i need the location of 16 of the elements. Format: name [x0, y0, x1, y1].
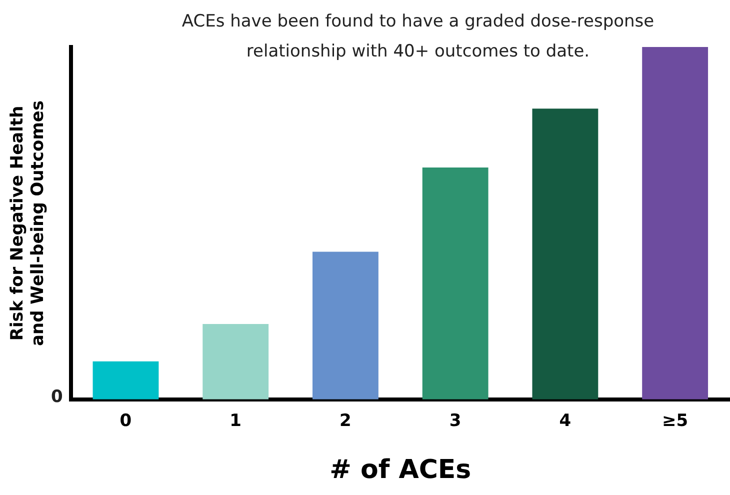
y-axis-title: Risk for Negative Health and Well-being Outcomes: [8, 100, 48, 346]
x-tick-label: 2: [340, 411, 352, 432]
bar: [642, 47, 708, 400]
bar: [92, 361, 159, 400]
x-axis-title: # of ACEs: [330, 455, 472, 486]
text: 0: [50, 386, 63, 407]
bar: [532, 108, 598, 400]
bar: [312, 252, 378, 400]
x-tick-label: 0: [120, 411, 132, 432]
x-tick-label: 4: [559, 411, 572, 432]
annotation: ACEs have been found to have a graded dose-response relationship with 40+ outcomes to date.: [182, 11, 654, 62]
x-tick-label: ≥5: [662, 411, 688, 432]
bar: [202, 324, 269, 400]
x-tick-label: 3: [449, 411, 462, 432]
x-tick-label: 1: [230, 411, 242, 432]
bar: [422, 168, 488, 400]
